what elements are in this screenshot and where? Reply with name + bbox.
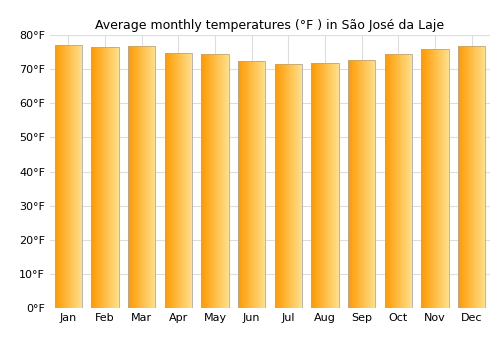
Bar [421, 49, 448, 308]
Bar [458, 46, 485, 308]
Bar [164, 53, 192, 308]
Bar [274, 64, 302, 308]
Bar [91, 47, 119, 308]
Title: Average monthly temperatures (°F ) in São José da Laje: Average monthly temperatures (°F ) in Sã… [96, 20, 444, 33]
Bar [384, 54, 412, 308]
Bar [238, 61, 266, 308]
Bar [54, 45, 82, 308]
Bar [311, 63, 339, 308]
Bar [201, 55, 229, 308]
Bar [348, 60, 376, 308]
Bar [128, 46, 156, 308]
